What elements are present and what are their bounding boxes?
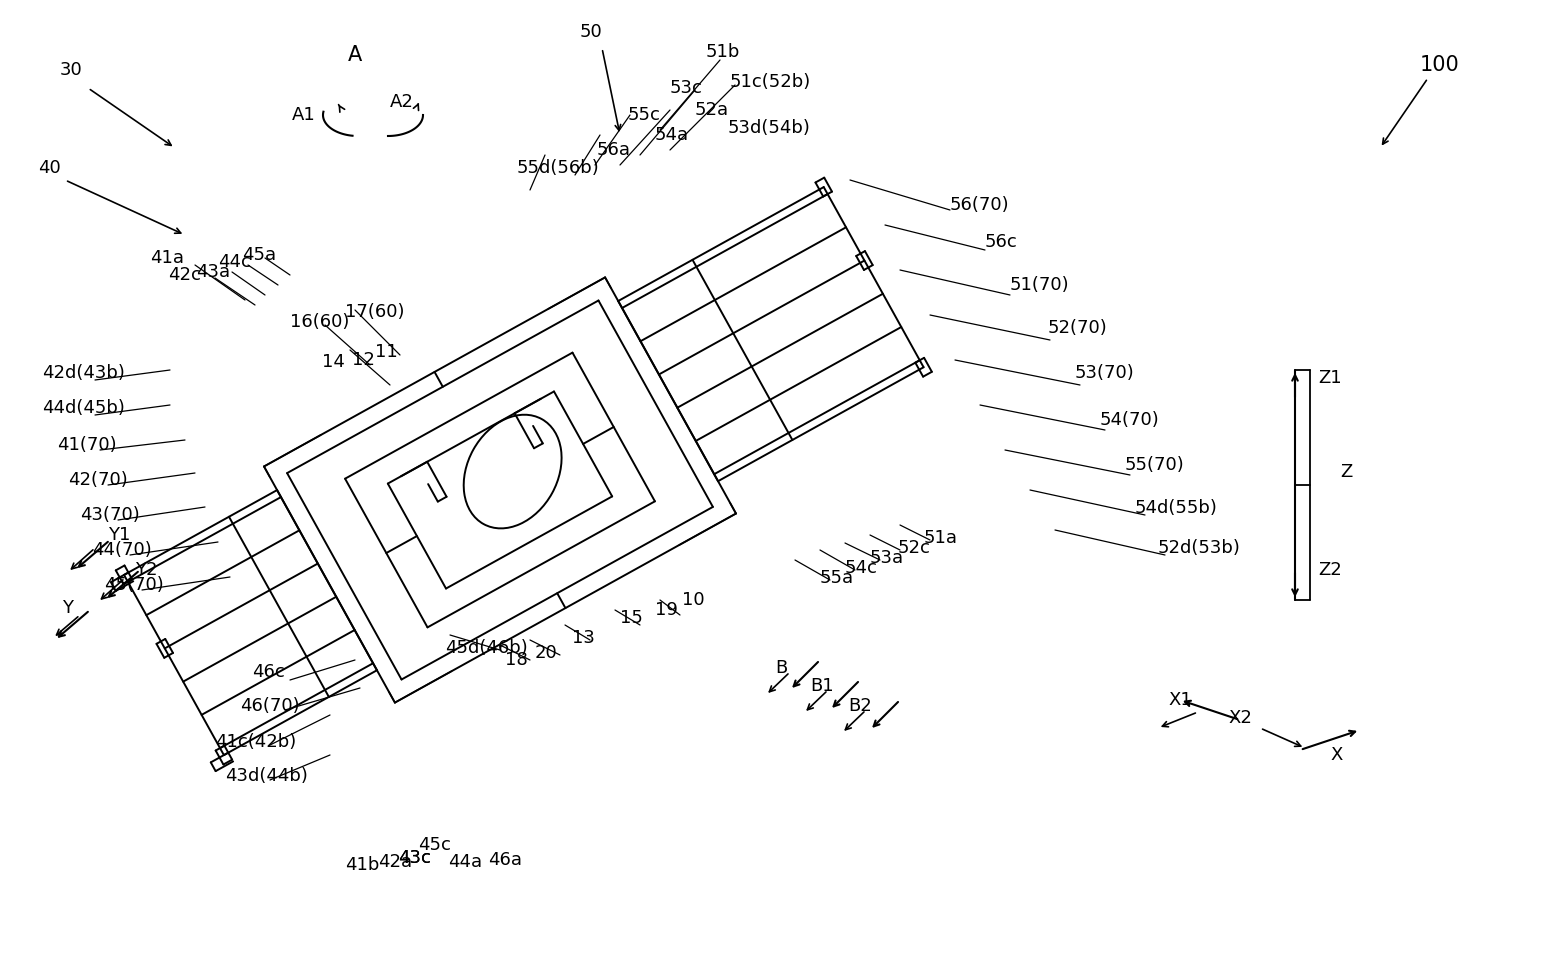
Text: 56a: 56a [598,141,632,159]
Text: 55d(56b): 55d(56b) [517,159,599,177]
Text: 44a: 44a [449,853,483,871]
Text: 53a: 53a [871,549,905,567]
Text: 55a: 55a [819,569,854,587]
Text: 45c: 45c [417,836,452,854]
Text: 45(70): 45(70) [104,576,165,594]
Text: 12: 12 [352,351,376,369]
Text: 15: 15 [619,609,643,627]
Text: 40: 40 [37,159,61,177]
Text: 30: 30 [61,61,82,79]
Text: 19: 19 [655,601,678,619]
Text: 42d(43b): 42d(43b) [42,364,124,382]
Text: 42(70): 42(70) [68,471,127,489]
Text: 55(70): 55(70) [1125,456,1184,474]
Text: B1: B1 [810,677,833,695]
Text: 11: 11 [376,343,397,361]
Text: B: B [774,659,787,677]
Text: 51b: 51b [706,43,740,61]
Text: A2: A2 [390,93,414,111]
Text: 44(70): 44(70) [92,541,152,559]
Text: 52(70): 52(70) [1048,319,1108,337]
Text: 43c: 43c [397,849,431,867]
Text: Z: Z [1339,463,1352,481]
Text: X: X [1330,746,1342,764]
Text: Y: Y [62,599,73,617]
Text: X1: X1 [1169,691,1192,709]
Text: 43a: 43a [196,263,230,281]
Text: B2: B2 [847,697,872,715]
Text: Z1: Z1 [1318,369,1341,387]
Text: 42a: 42a [379,853,413,871]
Text: 43c: 43c [397,849,431,867]
Text: 54c: 54c [844,559,878,577]
Text: 100: 100 [1420,55,1460,75]
Text: 54d(55b): 54d(55b) [1135,499,1218,517]
Text: 52a: 52a [695,101,729,119]
Text: 16(60): 16(60) [290,313,349,331]
Text: 46c: 46c [251,663,284,681]
Text: 56c: 56c [986,233,1018,251]
Text: Z2: Z2 [1318,561,1342,579]
Text: 41(70): 41(70) [57,436,116,454]
Text: 14: 14 [321,353,345,371]
Text: 51a: 51a [923,529,958,547]
Text: 54(70): 54(70) [1100,411,1159,429]
Text: 45a: 45a [242,246,276,264]
Text: 18: 18 [504,651,528,669]
Text: Y2: Y2 [135,561,157,579]
Text: 52d(53b): 52d(53b) [1158,539,1242,557]
Text: Y1: Y1 [109,526,130,544]
Text: 53(70): 53(70) [1076,364,1135,382]
Text: 41a: 41a [151,249,185,267]
Text: 44d(45b): 44d(45b) [42,399,124,417]
Text: X2: X2 [1228,709,1252,727]
Text: 13: 13 [573,629,594,647]
Text: 42c: 42c [168,266,200,284]
Text: 17(60): 17(60) [345,303,405,321]
Text: 54a: 54a [655,126,689,144]
Text: 46(70): 46(70) [241,697,300,715]
Text: 41c(42b): 41c(42b) [216,733,296,751]
Text: A1: A1 [292,106,315,124]
Text: 53c: 53c [670,79,703,97]
Text: 46a: 46a [487,851,521,869]
Text: 56(70): 56(70) [950,196,1010,214]
Text: 45d(46b): 45d(46b) [445,639,528,657]
Text: A: A [348,45,362,65]
Text: 52c: 52c [899,539,931,557]
Text: 50: 50 [580,23,602,41]
Text: 53d(54b): 53d(54b) [728,119,810,137]
Text: 10: 10 [681,591,705,609]
Text: 51(70): 51(70) [1010,276,1069,294]
Text: 55c: 55c [629,106,661,124]
Text: 20: 20 [535,644,557,662]
Text: 41b: 41b [345,856,379,874]
Text: 51c(52b): 51c(52b) [729,73,812,91]
Text: 43d(44b): 43d(44b) [225,767,307,785]
Text: 43(70): 43(70) [81,506,140,524]
Text: 44c: 44c [217,253,251,271]
